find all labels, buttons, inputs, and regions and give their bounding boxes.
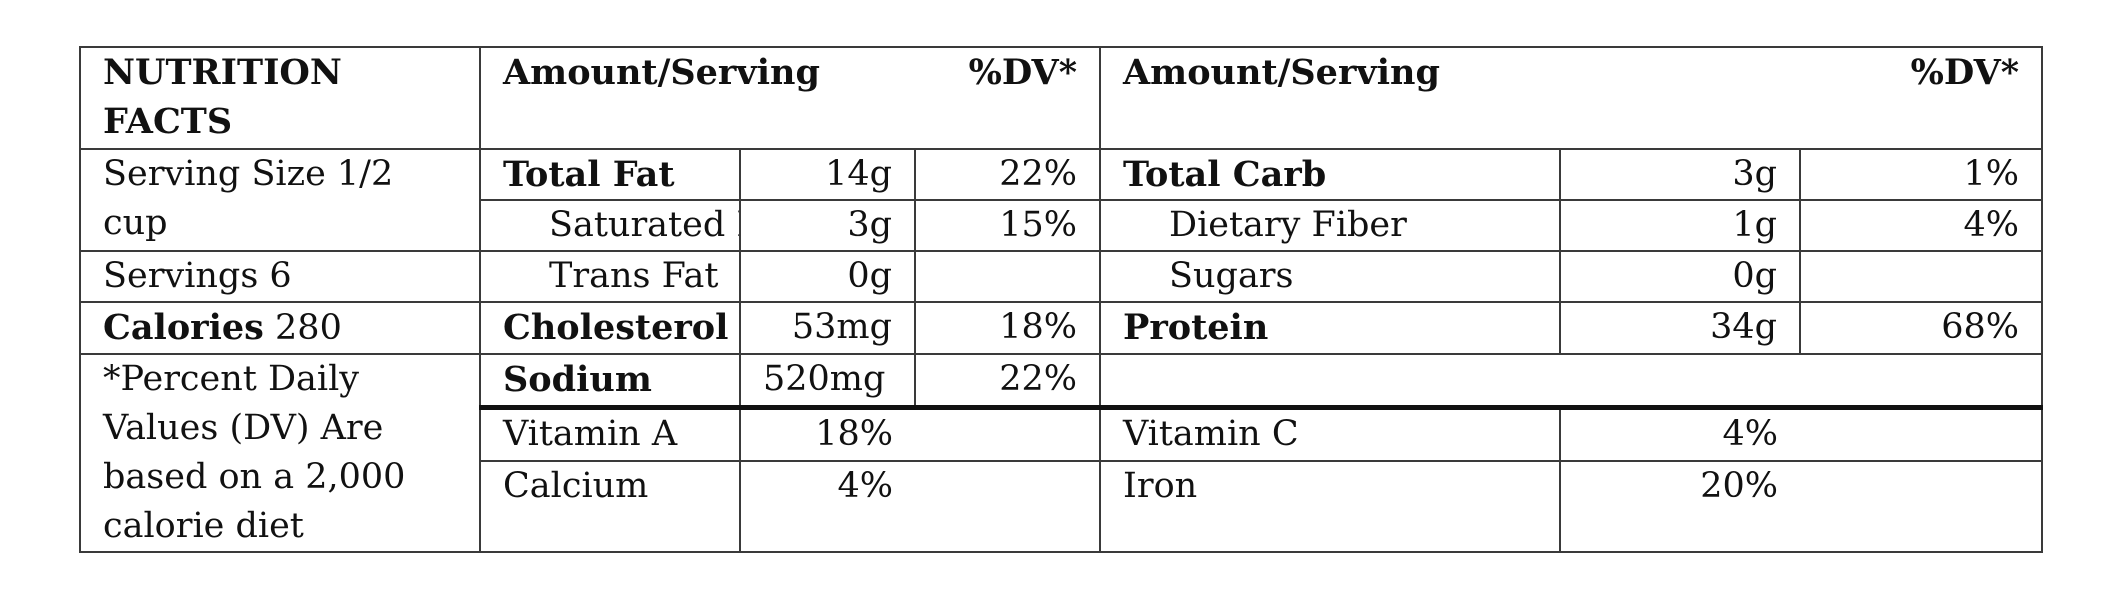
dv-header-right: %DV* xyxy=(1800,46,2044,150)
vitamin-name: Vitamin C xyxy=(1099,406,1562,462)
nutrient-name: Saturated Fat xyxy=(479,199,741,252)
nutrient-name: Total Carb xyxy=(1099,148,1562,201)
amount-serving-header-right: Amount/Serving xyxy=(1099,46,1801,150)
nutrient-amount: 3g xyxy=(738,199,917,252)
empty-cell xyxy=(1099,352,2044,410)
serving-size: Serving Size 1/2 cup xyxy=(79,148,481,252)
vitamin-dv: 4% xyxy=(738,459,916,554)
empty-cell xyxy=(1800,406,2044,462)
header-row: NUTRITION FACTS Amount/Serving %DV* Amou… xyxy=(79,46,2044,150)
nutrient-name: Dietary Fiber xyxy=(1099,199,1562,252)
table-row: Servings 6 Trans Fat 0g Sugars 0g xyxy=(79,250,2044,303)
nutrient-dv: 22% xyxy=(914,352,1102,410)
calories: Calories 280 xyxy=(79,301,481,355)
nutrition-facts-table: NUTRITION FACTS Amount/Serving %DV* Amou… xyxy=(79,46,2044,554)
table-row: Serving Size 1/2 cup Total Fat 14g 22% T… xyxy=(79,148,2044,252)
nutrient-amount: 3g xyxy=(1559,148,1802,201)
nutrient-amount: 14g xyxy=(738,148,917,201)
nutrient-dv: 4% xyxy=(1799,199,2044,252)
empty-cell xyxy=(1800,459,2044,554)
table-title: NUTRITION FACTS xyxy=(79,46,481,150)
dv-footnote: *Percent Daily Values (DV) Are based on … xyxy=(79,353,481,553)
nutrient-dv xyxy=(914,250,1102,303)
table-row: Calories 280 Cholesterol 53mg 18% Protei… xyxy=(79,301,2044,355)
nutrient-dv: 18% xyxy=(914,301,1102,355)
nutrient-name: Total Fat xyxy=(479,148,741,201)
nutrient-name: Sodium xyxy=(479,352,741,410)
nutrient-dv xyxy=(1799,250,2044,303)
table-row: Saturated Fat 3g 15% Dietary Fiber 1g 4% xyxy=(80,199,2044,252)
nutrient-dv: 22% xyxy=(914,148,1102,201)
nutrient-dv: 1% xyxy=(1799,148,2044,201)
nutrient-name: Protein xyxy=(1099,301,1562,355)
nutrient-dv: 68% xyxy=(1799,301,2044,355)
servings: Servings 6 xyxy=(79,250,481,303)
nutrient-amount: 520mg xyxy=(738,352,917,410)
vitamin-name: Vitamin A xyxy=(479,406,741,462)
empty-cell xyxy=(915,459,1102,554)
nutrient-name: Trans Fat xyxy=(479,250,741,303)
nutrient-amount: 53mg xyxy=(738,301,917,355)
nutrient-dv: 15% xyxy=(914,199,1102,252)
table-row: Vitamin A 18% Vitamin C 4% xyxy=(80,406,2044,462)
amount-serving-header-left: Amount/Serving xyxy=(478,46,916,150)
nutrient-amount: 0g xyxy=(738,250,917,303)
nutrient-name: Cholesterol xyxy=(479,301,741,355)
vitamin-name: Iron xyxy=(1099,459,1562,554)
table-row: Calcium 4% Iron 20% xyxy=(80,459,2044,554)
vitamin-dv: 4% xyxy=(1559,406,1801,462)
table-row: *Percent Daily Values (DV) Are based on … xyxy=(79,352,2044,553)
nutrient-name: Sugars xyxy=(1099,250,1562,303)
dv-header-left: %DV* xyxy=(915,46,1102,150)
calories-value: 280 xyxy=(275,308,342,348)
nutrient-amount: 1g xyxy=(1559,199,1802,252)
nutrient-amount: 34g xyxy=(1559,301,1802,355)
nutrient-amount: 0g xyxy=(1559,250,1802,303)
vitamin-name: Calcium xyxy=(479,459,741,554)
empty-cell xyxy=(915,406,1102,462)
calories-label: Calories xyxy=(103,307,264,348)
vitamin-dv: 20% xyxy=(1559,459,1801,554)
vitamin-dv: 18% xyxy=(738,406,916,462)
